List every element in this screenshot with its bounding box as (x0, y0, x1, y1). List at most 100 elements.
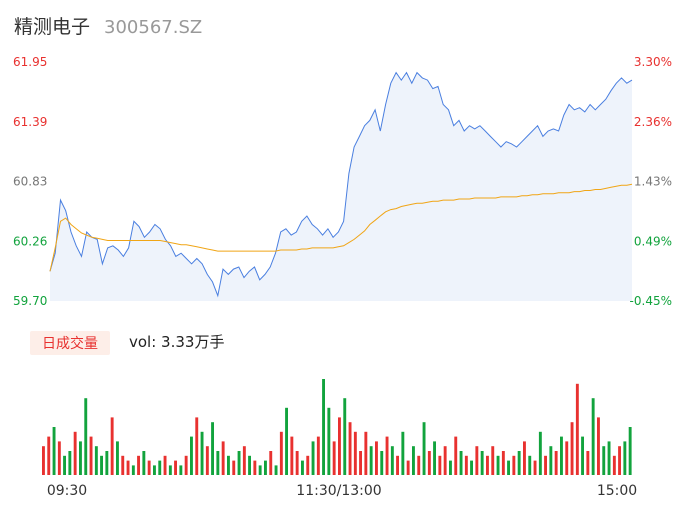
volume-badge[interactable] (30, 331, 110, 355)
y-right-tick-label: 0.49% (634, 234, 672, 248)
volume-bar (163, 455, 167, 475)
volume-bar (591, 398, 595, 475)
volume-bar (597, 417, 600, 475)
chart-header: 精测电子 300567.SZ (14, 12, 202, 40)
volume-bar (380, 451, 384, 475)
volume-bar (523, 441, 526, 475)
volume-bar (264, 460, 267, 475)
volume-bar (602, 446, 606, 475)
volume-bar (512, 455, 516, 475)
volume-bar (544, 455, 547, 475)
volume-bar (168, 465, 172, 475)
volume-bar (126, 460, 130, 475)
volume-bar (121, 455, 125, 475)
volume-bar (586, 451, 590, 475)
volume-bar (258, 465, 262, 475)
y-right-tick-label: -0.45% (630, 294, 672, 308)
volume-bar (105, 451, 109, 475)
volume-bar (338, 417, 341, 475)
volume-bar (227, 455, 230, 475)
volume-bar (142, 451, 146, 475)
volume-bar (427, 451, 431, 475)
volume-bar (470, 460, 473, 475)
volume-bar (79, 441, 82, 475)
volume-bar (211, 422, 214, 475)
volume-bar (375, 441, 378, 475)
volume-bar (237, 451, 241, 475)
volume-bar (68, 451, 72, 475)
volume-bar (454, 436, 458, 475)
volume-bar (285, 407, 288, 475)
volume-bar (327, 407, 331, 475)
volume-bar (301, 460, 304, 475)
volume-bar (438, 455, 442, 475)
volume-bar (279, 431, 283, 475)
time-axis-ticks: 09:30 11:30/13:00 15:00 (47, 483, 637, 499)
volume-bar (348, 422, 352, 475)
volume-bar (232, 460, 236, 475)
volume-bar (549, 446, 553, 475)
volume-bar (491, 446, 495, 475)
volume-bar (253, 460, 257, 475)
volume-bar (517, 451, 521, 475)
stock-name: 精测电子 (14, 16, 91, 38)
volume-bar (570, 422, 574, 475)
volume-bar (554, 451, 558, 475)
volume-bar (184, 455, 188, 475)
volume-bar (290, 436, 294, 475)
volume-bar (116, 441, 119, 475)
volume-bar (200, 431, 204, 475)
volume-bar (533, 460, 537, 475)
volume-bar (612, 455, 616, 475)
volume-bar (311, 441, 315, 475)
volume-bar (153, 465, 156, 475)
volume-bar (216, 451, 220, 475)
volume-bar (486, 455, 489, 475)
volume-bar (158, 460, 162, 475)
volume-bar (480, 451, 484, 475)
time-tick-label: 15:00 (597, 483, 637, 499)
volume-bar (364, 431, 368, 475)
volume-bar (248, 455, 251, 475)
y-left-tick-label: 60.26 (13, 234, 47, 248)
volume-bars (42, 379, 632, 475)
y-left-tick-label: 59.70 (13, 294, 47, 308)
left-axis-ticks: 61.95 61.39 60.83 60.26 59.70 (13, 55, 47, 308)
volume-bar (57, 441, 61, 475)
stock-code: 300567.SZ (104, 17, 203, 38)
volume-bar (528, 455, 532, 475)
volume-bar (242, 446, 246, 475)
average-line-layer (49, 183, 633, 272)
volume-bar (449, 460, 452, 475)
volume-bar (623, 441, 627, 475)
y-right-tick-label: 2.36% (634, 115, 672, 129)
volume-bar (322, 379, 325, 475)
volume-bar (174, 460, 177, 475)
volume-bar (94, 446, 98, 475)
price-area-fill (50, 72, 632, 301)
time-tick-label: 09:30 (47, 483, 87, 499)
volume-bar (179, 465, 183, 475)
volume-bar (575, 383, 579, 475)
volume-bar (412, 446, 415, 475)
volume-bar (42, 446, 45, 475)
price-area (50, 72, 632, 301)
volume-bar (110, 417, 114, 475)
volume-value-label: vol: 3.33万手 (129, 333, 224, 351)
volume-bar (385, 436, 389, 475)
volume-bar (47, 436, 51, 475)
volume-bar (401, 431, 405, 475)
volume-bar (464, 455, 468, 475)
volume-bar (390, 446, 394, 475)
volume-bar (618, 446, 621, 475)
volume-bar (316, 436, 320, 475)
volume-bar (560, 436, 563, 475)
volume-bar (501, 451, 505, 475)
volume-bar (353, 431, 357, 475)
y-left-tick-label: 61.39 (13, 115, 47, 129)
volume-bar (459, 451, 463, 475)
volume-bar (84, 398, 88, 475)
volume-bar (443, 446, 447, 475)
volume-bar (607, 441, 611, 475)
